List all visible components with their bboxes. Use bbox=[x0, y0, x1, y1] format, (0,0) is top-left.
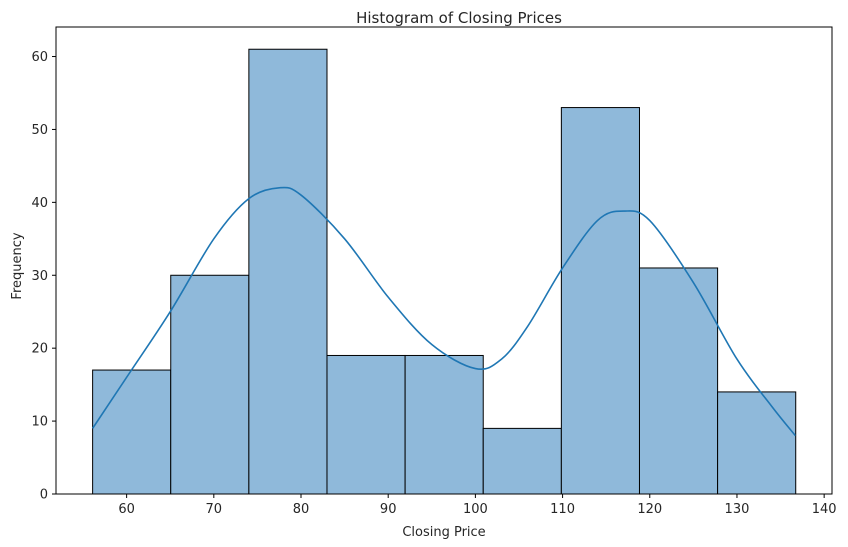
histogram-bar-5 bbox=[404, 354, 484, 495]
x-tick-label-120: 120 bbox=[637, 502, 662, 517]
x-axis-label: Closing Price bbox=[402, 525, 485, 540]
x-tick-label-90: 90 bbox=[380, 502, 397, 517]
y-tick-label-30: 30 bbox=[31, 269, 48, 284]
histogram-bar-6 bbox=[482, 427, 562, 495]
kde-line bbox=[91, 186, 797, 437]
axes-layer: 60 70 80 90 100 110 120 130 140 0 10 20 30 40 50 60 bbox=[31, 26, 837, 517]
bars-layer bbox=[92, 48, 797, 495]
histogram-bar-8 bbox=[638, 267, 719, 495]
y-axis-label: Frequency bbox=[10, 232, 25, 299]
y-tick-label-50: 50 bbox=[31, 123, 48, 138]
histogram-bar-3 bbox=[248, 48, 328, 495]
y-tick-label-0: 0 bbox=[40, 488, 48, 503]
histogram-bar-1 bbox=[92, 369, 172, 495]
x-tick-label-80: 80 bbox=[293, 502, 310, 517]
x-tick-label-130: 130 bbox=[725, 502, 750, 517]
kde-layer bbox=[91, 186, 797, 437]
x-tick-label-60: 60 bbox=[118, 502, 135, 517]
x-tick-label-70: 70 bbox=[206, 502, 223, 517]
x-tick-label-140: 140 bbox=[812, 502, 837, 517]
histogram-bar-9 bbox=[717, 391, 797, 495]
histogram-bar-7 bbox=[560, 107, 640, 495]
y-tick-label-10: 10 bbox=[31, 415, 48, 430]
y-tick-label-60: 60 bbox=[31, 50, 48, 65]
y-tick-label-20: 20 bbox=[31, 342, 48, 357]
histogram-bar-4 bbox=[326, 354, 406, 495]
y-tick-label-40: 40 bbox=[31, 196, 48, 211]
x-tick-label-100: 100 bbox=[463, 502, 488, 517]
plot-frame bbox=[55, 26, 833, 495]
histogram-bar-2 bbox=[170, 274, 250, 495]
x-tick-label-110: 110 bbox=[550, 502, 575, 517]
chart-title: Histogram of Closing Prices bbox=[356, 9, 562, 27]
